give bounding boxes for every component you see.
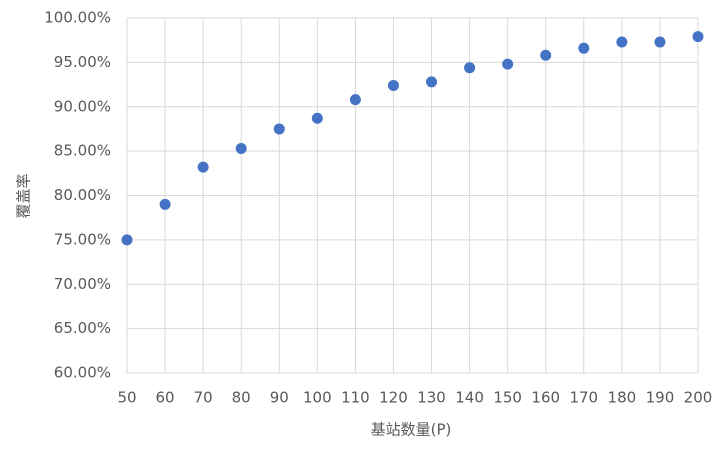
x-tick-label: 190 [646,389,675,407]
y-tick-label: 65.00% [54,319,111,337]
x-tick-label: 130 [417,389,446,407]
y-tick-label: 80.00% [54,186,111,204]
point [311,112,323,124]
x-tick-label: 50 [117,389,136,407]
point [159,198,171,210]
point [387,79,399,91]
x-tick-label: 110 [341,389,370,407]
point [273,123,285,135]
point [349,94,361,106]
x-tick-label: 180 [608,389,637,407]
x-axis-title: 基站数量(P) [371,421,452,439]
x-tick-label: 60 [156,389,175,407]
x-tick-label: 70 [194,389,213,407]
y-axis-title: 覆盖率 [15,173,33,218]
x-tick-label: 170 [569,389,598,407]
y-tick-label: 60.00% [54,364,111,382]
point [654,36,666,48]
point [426,76,438,88]
x-tick-label: 150 [493,389,522,407]
y-tick-label: 70.00% [54,275,111,293]
point [578,42,590,54]
point [692,31,704,43]
point [616,36,628,48]
point [540,49,552,61]
y-tick-label: 90.00% [54,97,111,115]
x-tick-label: 100 [303,389,332,407]
x-tick-label: 160 [531,389,560,407]
y-tick-label: 100.00% [44,9,111,27]
point [502,58,514,70]
point [235,142,247,154]
point [121,234,133,246]
x-tick-label: 200 [684,389,713,407]
x-tick-label: 120 [379,389,408,407]
point [197,161,209,173]
x-tick-label: 80 [232,389,251,407]
point [464,62,476,74]
y-tick-label: 85.00% [54,142,111,160]
x-tick-label: 90 [270,389,289,407]
x-tick-label: 140 [455,389,484,407]
y-tick-label: 95.00% [54,53,111,71]
y-tick-label: 75.00% [54,230,111,248]
